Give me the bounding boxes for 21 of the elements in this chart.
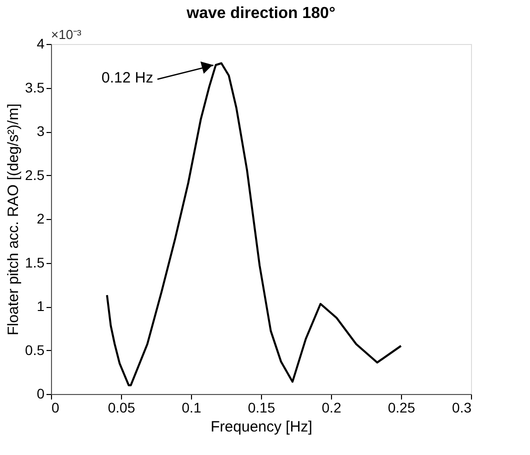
x-axis-title: Frequency [Hz] (210, 418, 312, 436)
chart-title: wave direction 180° (186, 5, 336, 22)
x-tick-label: 0.05 (108, 400, 136, 416)
x-tick-label: 0.1 (182, 400, 202, 416)
x-tick-label: 0.15 (248, 400, 276, 416)
text: ×10⁻³ (51, 27, 82, 42)
y-tick-label: 1 (36, 298, 45, 314)
x-tick-label: 0.25 (388, 400, 416, 416)
y-tick-label: 4 (36, 36, 45, 52)
y-axis-title: Floater pitch acc. RAO [(deg/s²)/m] (5, 104, 22, 336)
annotation: 0.12 Hz (102, 69, 154, 86)
x-tick-label: 0.3 (452, 400, 472, 416)
x-tick-label: 0.2 (322, 400, 342, 416)
y-tick-label: 3 (36, 123, 45, 139)
y-tick-label: 2.5 (25, 166, 45, 183)
y-tick-label: 0.5 (25, 342, 45, 358)
y-tick-label: 3.5 (25, 79, 45, 96)
y-tick-label: 2 (36, 210, 45, 226)
y-tick-label: 0 (36, 386, 45, 402)
x-tick-label: 0 (52, 400, 60, 416)
y-tick-label: 1.5 (25, 254, 45, 270)
